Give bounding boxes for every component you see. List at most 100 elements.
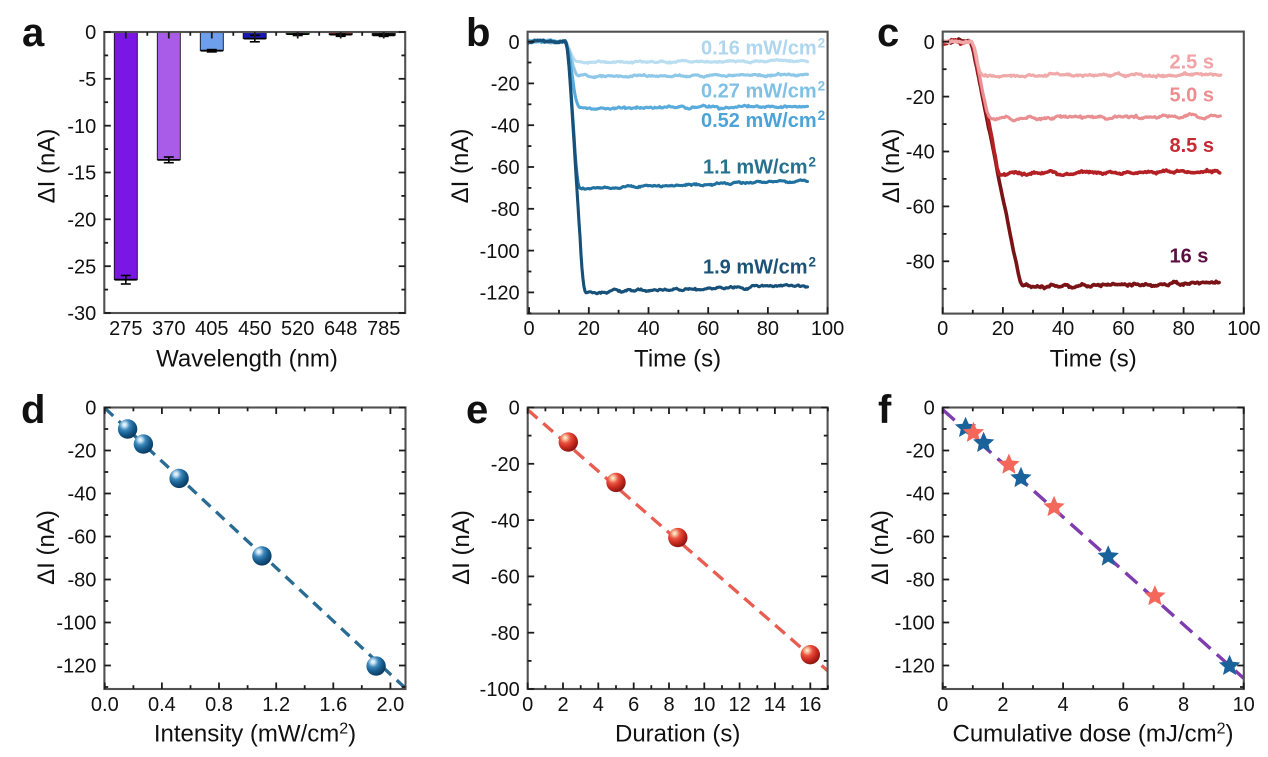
svg-text:-20: -20 [67, 210, 96, 232]
svg-text:0.0: 0.0 [91, 694, 119, 716]
svg-text:60: 60 [1112, 318, 1134, 340]
svg-text:0: 0 [924, 398, 935, 420]
svg-text:-25: -25 [67, 256, 96, 278]
svg-text:ΔI (nA): ΔI (nA) [867, 510, 894, 585]
svg-text:5.0 s: 5.0 s [1170, 84, 1214, 106]
svg-text:Duration (s): Duration (s) [615, 721, 740, 748]
svg-text:e: e [466, 388, 488, 432]
svg-text:10: 10 [1233, 694, 1255, 716]
svg-text:80: 80 [1172, 318, 1194, 340]
svg-text:-20: -20 [491, 74, 520, 96]
svg-text:Time (s): Time (s) [634, 346, 721, 373]
svg-text:-100: -100 [480, 679, 520, 701]
svg-text:1.6: 1.6 [319, 694, 347, 716]
svg-text:6: 6 [1118, 694, 1129, 716]
svg-text:-60: -60 [906, 527, 935, 549]
svg-text:-20: -20 [906, 87, 935, 109]
svg-text:-80: -80 [906, 570, 935, 592]
svg-text:2.0: 2.0 [376, 694, 404, 716]
svg-text:2.5 s: 2.5 s [1170, 52, 1214, 74]
svg-text:1.2: 1.2 [262, 694, 290, 716]
svg-text:0: 0 [924, 32, 935, 54]
svg-text:-80: -80 [491, 623, 520, 645]
svg-text:-20: -20 [67, 441, 96, 463]
svg-text:12: 12 [728, 694, 750, 716]
svg-text:275: 275 [109, 318, 142, 340]
svg-text:0: 0 [522, 694, 533, 716]
svg-text:10: 10 [693, 694, 715, 716]
svg-text:-40: -40 [67, 484, 96, 506]
svg-text:0: 0 [937, 694, 948, 716]
svg-text:Intensity (mW/cm2): Intensity (mW/cm2) [154, 721, 356, 748]
svg-text:785: 785 [367, 318, 400, 340]
svg-text:-60: -60 [491, 567, 520, 589]
svg-text:-60: -60 [906, 197, 935, 219]
svg-text:0: 0 [509, 398, 520, 420]
svg-text:ΔI (nA): ΔI (nA) [447, 129, 474, 204]
svg-text:-40: -40 [491, 510, 520, 532]
svg-text:450: 450 [238, 318, 271, 340]
svg-text:8: 8 [663, 694, 674, 716]
svg-text:-120: -120 [56, 656, 96, 678]
svg-text:-80: -80 [67, 570, 96, 592]
svg-text:b: b [466, 11, 490, 55]
svg-text:0.27 mW/cm2: 0.27 mW/cm2 [701, 79, 825, 103]
svg-text:0.16 mW/cm2: 0.16 mW/cm2 [701, 36, 825, 60]
svg-text:Time (s): Time (s) [1050, 346, 1137, 373]
svg-text:ΔI (nA): ΔI (nA) [34, 129, 61, 204]
svg-text:-20: -20 [906, 441, 935, 463]
svg-text:40: 40 [1052, 318, 1074, 340]
svg-text:2: 2 [557, 694, 568, 716]
svg-text:-80: -80 [491, 199, 520, 221]
svg-text:4: 4 [593, 694, 604, 716]
svg-text:-60: -60 [491, 157, 520, 179]
svg-text:370: 370 [152, 318, 185, 340]
svg-text:ΔI (nA): ΔI (nA) [878, 129, 905, 204]
svg-text:8.5 s: 8.5 s [1170, 135, 1214, 157]
svg-text:100: 100 [1227, 318, 1260, 340]
svg-text:a: a [22, 11, 45, 55]
svg-text:-120: -120 [895, 656, 935, 678]
svg-text:520: 520 [281, 318, 314, 340]
svg-text:d: d [21, 388, 45, 432]
svg-text:0: 0 [85, 22, 96, 44]
svg-text:f: f [878, 388, 892, 432]
svg-text:c: c [877, 11, 899, 55]
svg-text:-40: -40 [491, 115, 520, 137]
svg-text:8: 8 [1178, 694, 1189, 716]
svg-text:-5: -5 [79, 69, 97, 91]
svg-text:-100: -100 [480, 241, 520, 263]
svg-text:Wavelength (nm): Wavelength (nm) [156, 346, 338, 373]
svg-text:0: 0 [937, 318, 948, 340]
svg-text:6: 6 [628, 694, 639, 716]
svg-text:405: 405 [195, 318, 228, 340]
svg-text:-80: -80 [906, 252, 935, 274]
svg-text:2: 2 [997, 694, 1008, 716]
svg-text:Cumulative dose (mJ/cm2): Cumulative dose (mJ/cm2) [953, 721, 1234, 748]
svg-text:40: 40 [637, 318, 659, 340]
svg-text:-100: -100 [895, 613, 935, 635]
svg-text:0.8: 0.8 [205, 694, 233, 716]
svg-text:0.4: 0.4 [148, 694, 176, 716]
svg-text:-40: -40 [906, 142, 935, 164]
svg-text:-30: -30 [67, 303, 96, 325]
svg-text:20: 20 [578, 318, 600, 340]
svg-text:-60: -60 [67, 527, 96, 549]
svg-text:0: 0 [524, 318, 535, 340]
svg-text:1.1 mW/cm2: 1.1 mW/cm2 [703, 155, 816, 179]
svg-text:20: 20 [992, 318, 1014, 340]
svg-text:16 s: 16 s [1170, 245, 1209, 267]
svg-text:-15: -15 [67, 163, 96, 185]
svg-text:-40: -40 [906, 484, 935, 506]
svg-text:ΔI (nA): ΔI (nA) [33, 510, 60, 585]
svg-text:4: 4 [1058, 694, 1069, 716]
svg-text:80: 80 [757, 318, 779, 340]
svg-text:-100: -100 [56, 613, 96, 635]
svg-text:0: 0 [508, 32, 519, 54]
svg-text:-20: -20 [491, 454, 520, 476]
svg-text:-10: -10 [67, 116, 96, 138]
svg-text:14: 14 [764, 694, 786, 716]
svg-text:16: 16 [799, 694, 821, 716]
svg-text:648: 648 [324, 318, 357, 340]
svg-text:1.9 mW/cm2: 1.9 mW/cm2 [703, 255, 816, 279]
